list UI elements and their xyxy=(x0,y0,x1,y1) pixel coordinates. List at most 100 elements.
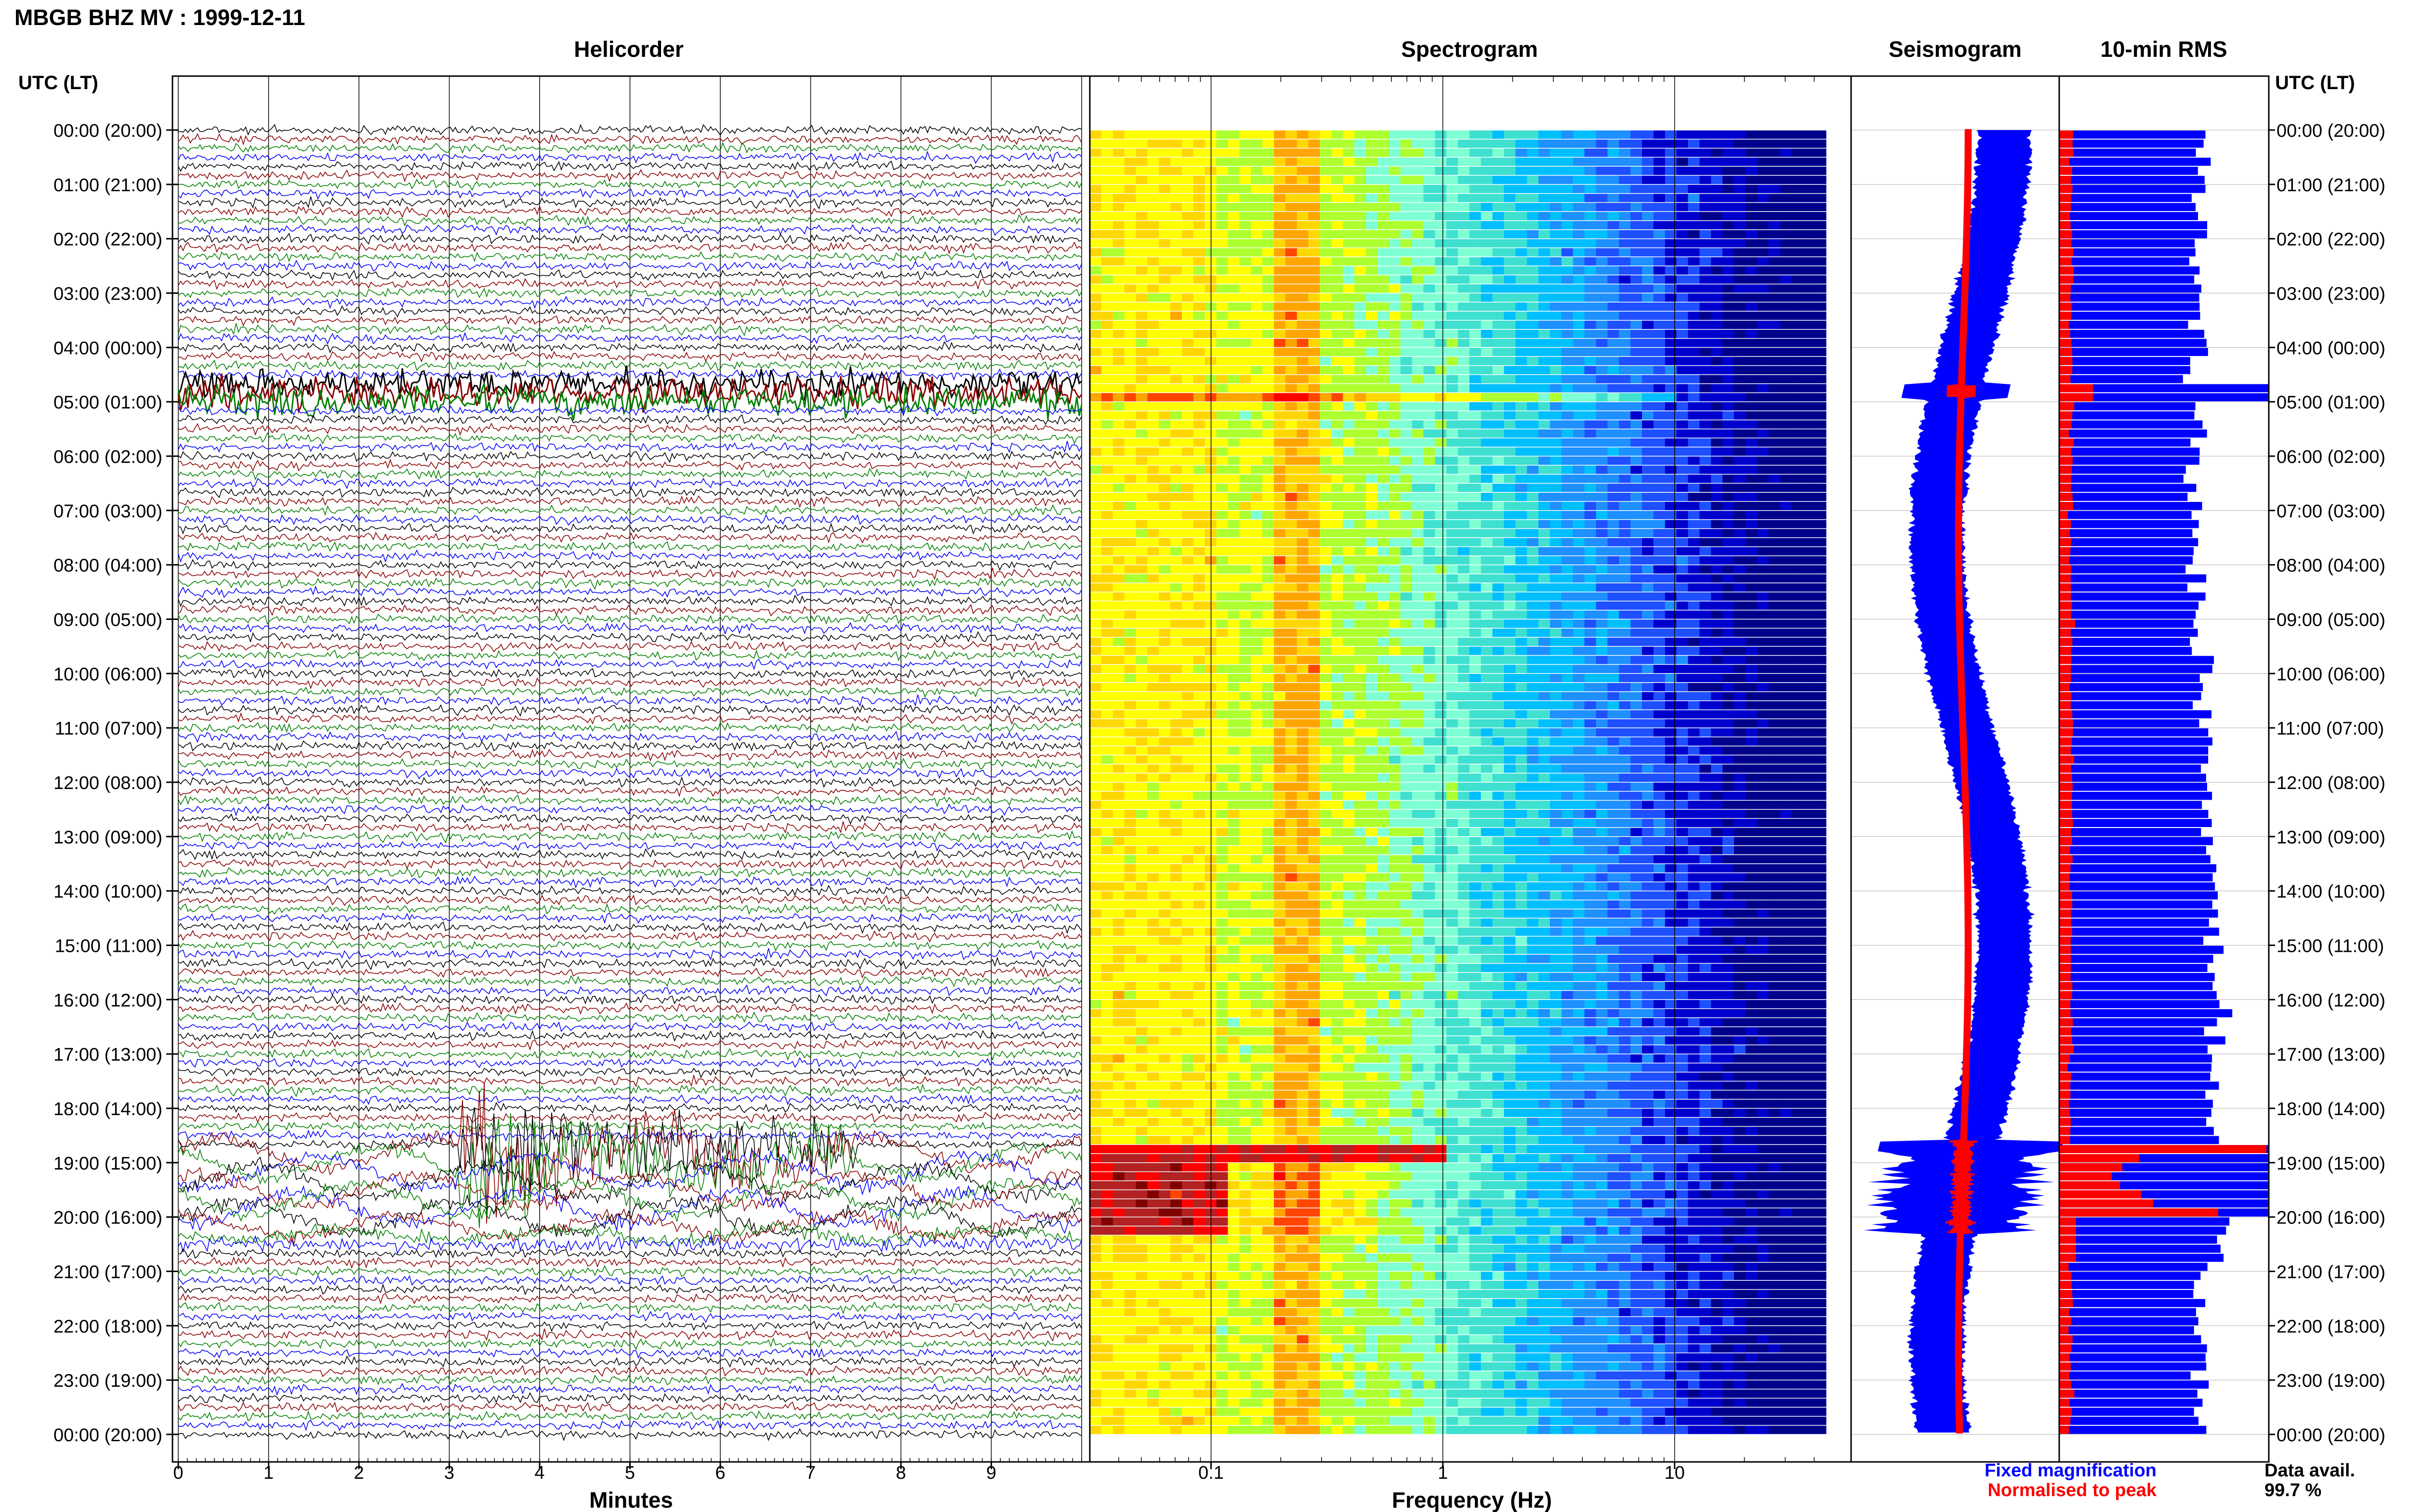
spectrogram-cell xyxy=(1780,465,1792,474)
spectrogram-cell xyxy=(1803,493,1815,501)
spectrogram-cell xyxy=(1584,384,1597,393)
spectrogram-cell xyxy=(1711,710,1723,719)
spectrogram-cell xyxy=(1193,212,1205,221)
spectrogram-cell xyxy=(1676,194,1689,202)
spectrogram-cell xyxy=(1803,311,1815,320)
spectrogram-cell xyxy=(1251,619,1263,628)
spectrogram-cell xyxy=(1584,764,1597,773)
spectrogram-cell xyxy=(1262,538,1274,547)
spectrogram-cell xyxy=(1607,158,1619,166)
spectrogram-cell xyxy=(1228,329,1240,338)
spectrogram-cell xyxy=(1734,158,1746,166)
spectrogram-cell xyxy=(1435,411,1447,420)
spectrogram-cell xyxy=(1251,339,1263,347)
spectrogram-cell xyxy=(1768,764,1781,773)
helicorder-trace xyxy=(178,921,1082,934)
spectrogram-cell xyxy=(1538,257,1550,266)
spectrogram-cell xyxy=(1791,148,1803,157)
spectrogram-cell xyxy=(1665,683,1677,692)
spectrogram-cell xyxy=(1412,402,1424,411)
spectrogram-cell xyxy=(1297,782,1309,791)
spectrogram-cell xyxy=(1112,438,1125,447)
spectrogram-cell xyxy=(1711,311,1723,320)
spectrogram-cell xyxy=(1182,393,1194,402)
spectrogram-cell xyxy=(1297,801,1309,809)
spectrogram-cell xyxy=(1182,511,1194,519)
spectrogram-cell xyxy=(1722,275,1734,284)
spectrogram-cell xyxy=(1446,320,1458,329)
helicorder-trace xyxy=(178,1293,1082,1304)
spectrogram-cell xyxy=(1285,329,1297,338)
spectrogram-cell xyxy=(1745,674,1758,683)
spectrogram-cell xyxy=(1469,629,1482,637)
spectrogram-cell xyxy=(1112,320,1125,329)
spectrogram-cell xyxy=(1297,230,1309,238)
spectrogram-cell xyxy=(1550,329,1562,338)
spectrogram-cell xyxy=(1745,139,1758,148)
spectrogram-cell xyxy=(1814,311,1827,320)
spectrogram-cell xyxy=(1711,484,1723,492)
spectrogram-cell xyxy=(1722,665,1734,673)
spectrogram-cell xyxy=(1251,755,1263,764)
spectrogram-cell xyxy=(1619,275,1631,284)
spectrogram-cell xyxy=(1423,755,1435,764)
spectrogram-cell xyxy=(1297,556,1309,565)
spectrogram-cell xyxy=(1722,538,1734,547)
spectrogram-cell xyxy=(1561,266,1574,275)
spectrogram-cell xyxy=(1274,130,1286,139)
spectrogram-cell xyxy=(1228,230,1240,238)
spectrogram-cell xyxy=(1469,230,1482,238)
spectrogram-cell xyxy=(1653,511,1666,519)
spectrogram-cell xyxy=(1665,619,1677,628)
spectrogram-cell xyxy=(1170,656,1182,664)
helicorder-trace xyxy=(178,740,1082,752)
spectrogram-cell xyxy=(1481,393,1493,402)
spectrogram-cell xyxy=(1216,393,1229,402)
spectrogram-cell xyxy=(1239,565,1251,574)
spectrogram-cell xyxy=(1170,384,1182,393)
spectrogram-cell xyxy=(1331,139,1343,148)
spectrogram-cell xyxy=(1814,701,1827,710)
spectrogram-cell xyxy=(1389,574,1401,583)
spectrogram-cell xyxy=(1112,456,1125,465)
spectrogram-cell xyxy=(1481,610,1493,619)
spectrogram-cell xyxy=(1446,447,1458,456)
spectrogram-cell xyxy=(1239,665,1251,673)
spectrogram-cell xyxy=(1745,167,1758,175)
spectrogram-cell xyxy=(1584,320,1597,329)
spectrogram-cell xyxy=(1228,764,1240,773)
spectrogram-cell xyxy=(1619,384,1631,393)
spectrogram-cell xyxy=(1561,683,1574,692)
spectrogram-cell xyxy=(1228,284,1240,293)
helicorder-trace xyxy=(178,676,1082,690)
spectrogram-cell xyxy=(1791,384,1803,393)
spectrogram-cell xyxy=(1400,583,1413,592)
spectrogram-cell xyxy=(1630,384,1642,393)
spectrogram-cell xyxy=(1757,719,1769,728)
spectrogram-cell xyxy=(1492,384,1505,393)
spectrogram-cell xyxy=(1619,484,1631,492)
spectrogram-cell xyxy=(1170,465,1182,474)
right-time-axis-title: UTC (LT) xyxy=(2275,72,2355,93)
spectrogram-cell xyxy=(1538,447,1550,456)
spectrogram-cell xyxy=(1182,456,1194,465)
spectrogram-cell xyxy=(1607,248,1619,257)
spectrogram-cell xyxy=(1124,221,1137,230)
spectrogram-cell xyxy=(1711,637,1723,646)
spectrogram-cell xyxy=(1412,511,1424,519)
spectrogram-cell xyxy=(1561,293,1574,302)
spectrogram-cell xyxy=(1423,737,1435,746)
spectrogram-cell xyxy=(1688,203,1700,211)
spectrogram-cell xyxy=(1320,266,1332,275)
spectrogram-cell xyxy=(1722,320,1734,329)
spectrogram-cell xyxy=(1642,203,1654,211)
spectrogram-cell xyxy=(1159,683,1171,692)
helicorder-trace xyxy=(178,668,1082,681)
spectrogram-cell xyxy=(1469,465,1482,474)
spectrogram-cell xyxy=(1331,429,1343,438)
spectrogram-cell xyxy=(1101,293,1113,302)
spectrogram-cell xyxy=(1193,130,1205,139)
spectrogram-cell xyxy=(1285,320,1297,329)
spectrogram-cell xyxy=(1515,692,1527,700)
spectrogram-cell xyxy=(1515,175,1527,184)
